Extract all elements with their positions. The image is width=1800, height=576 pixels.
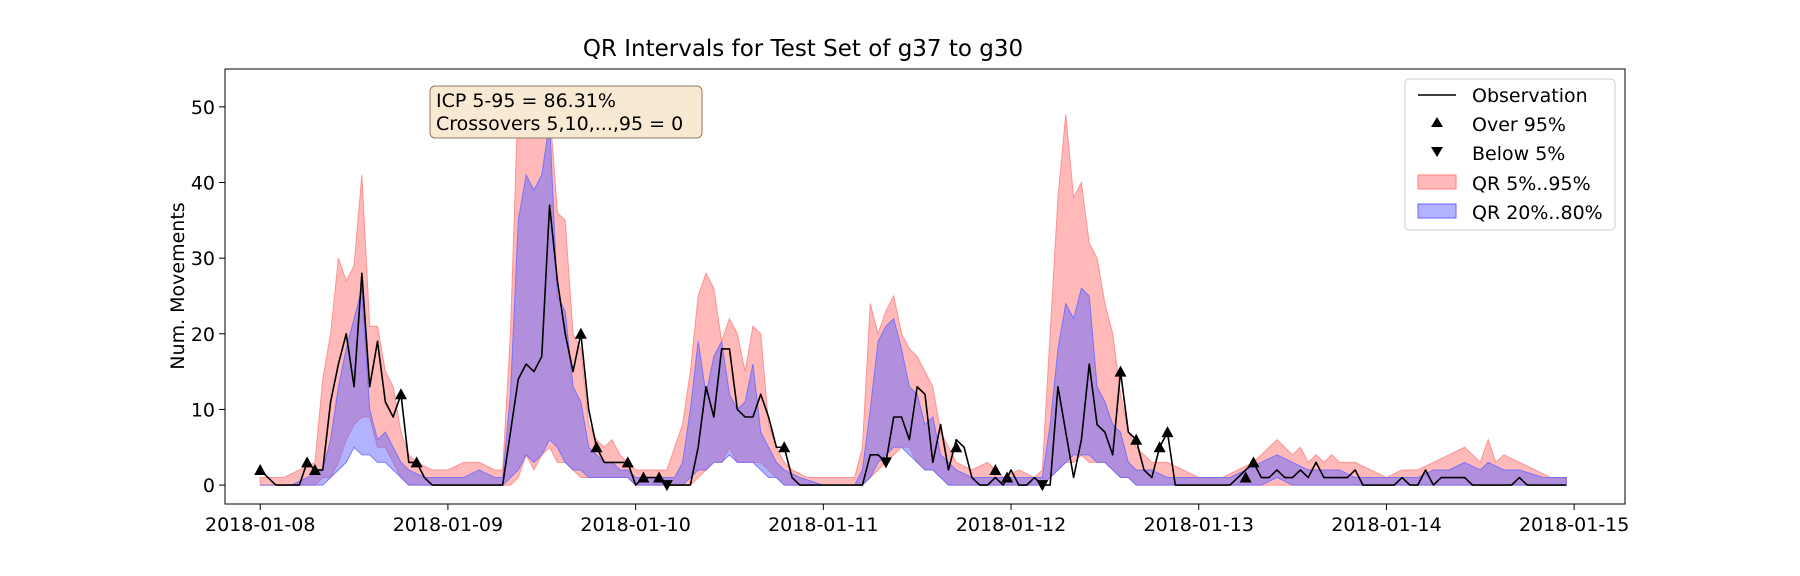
y-tick-label: 0 <box>203 475 215 497</box>
legend-below-5-marker <box>1431 147 1443 157</box>
over-95-marker <box>308 463 321 475</box>
x-tick-label: 2018-01-10 <box>580 514 690 536</box>
over-95-marker <box>410 456 423 468</box>
legend-over-95-label: Over 95% <box>1472 114 1566 136</box>
over-95-marker <box>621 456 634 468</box>
below-5-marker <box>1036 480 1049 492</box>
legend: Observation Over 95% Below 5% QR 5%..95%… <box>1404 78 1616 231</box>
over-95-marker <box>1153 441 1166 453</box>
x-axis: 2018-01-08 2018-01-09 2018-01-10 2018-01-11… <box>205 504 1629 536</box>
x-tick-label: 2018-01-14 <box>1331 514 1441 536</box>
y-tick-label: 30 <box>191 248 215 270</box>
over-95-marker <box>989 463 1002 475</box>
y-tick-label: 20 <box>191 324 215 346</box>
legend-observation-label: Observation <box>1472 85 1588 107</box>
over-95-marker <box>301 456 314 468</box>
x-tick-label: 2018-01-15 <box>1519 514 1629 536</box>
over-95-marker <box>394 388 407 400</box>
legend-qr-5-95-label: QR 5%..95% <box>1472 173 1591 195</box>
annotation-box: ICP 5-95 = 86.31% Crossovers 5,10,...,95… <box>429 85 703 139</box>
legend-qr-5-95-swatch <box>1417 174 1457 190</box>
observation-series <box>259 204 1567 486</box>
over-95-marker <box>254 463 267 475</box>
plot-frame <box>224 68 1626 505</box>
x-tick-label: 2018-01-12 <box>956 514 1066 536</box>
over-95-marker <box>637 471 650 483</box>
over-95-marker <box>1239 471 1252 483</box>
over-95-marker <box>574 327 587 339</box>
x-tick-label: 2018-01-11 <box>768 514 878 536</box>
y-axis: 0 10 20 30 40 50 <box>191 97 225 497</box>
over-95-marker <box>590 441 603 453</box>
legend-qr-20-80-swatch <box>1417 203 1457 219</box>
y-tick-label: 40 <box>191 172 215 194</box>
y-axis-label: Num. Movements <box>167 202 189 369</box>
over-95-marker <box>1161 426 1174 438</box>
over-95-marker <box>1130 433 1143 445</box>
y-tick-label: 10 <box>191 399 215 421</box>
y-tick-label: 50 <box>191 97 215 119</box>
over-95-marker <box>950 441 963 453</box>
below-5-marker <box>660 480 673 492</box>
over-95-marker <box>1001 471 1014 483</box>
over-95-marker <box>778 441 791 453</box>
observation-line <box>259 204 1567 486</box>
markers <box>254 327 1260 492</box>
over-95-marker <box>1247 456 1260 468</box>
annotation-line-2: Crossovers 5,10,...,95 = 0 <box>436 113 683 135</box>
x-tick-label: 2018-01-09 <box>393 514 503 536</box>
x-tick-label: 2018-01-08 <box>205 514 315 536</box>
annotation-background <box>429 85 703 139</box>
x-tick-label: 2018-01-13 <box>1144 514 1254 536</box>
over-95-marker <box>653 471 666 483</box>
legend-over-95-marker <box>1431 117 1443 127</box>
annotation-line-1: ICP 5-95 = 86.31% <box>436 90 616 112</box>
legend-frame <box>1404 78 1616 231</box>
legend-below-5-label: Below 5% <box>1472 143 1565 165</box>
below-5-marker <box>879 457 892 469</box>
over-95-marker <box>1114 365 1127 377</box>
legend-qr-20-80-label: QR 20%..80% <box>1472 202 1603 224</box>
chart-title: QR Intervals for Test Set of g37 to g30 <box>583 36 1023 62</box>
